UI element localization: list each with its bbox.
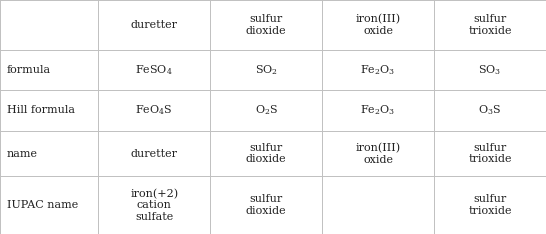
Text: $\mathregular{Fe_2O_3}$: $\mathregular{Fe_2O_3}$ bbox=[360, 104, 396, 117]
Text: $\mathregular{FeSO_4}$: $\mathregular{FeSO_4}$ bbox=[135, 63, 173, 77]
Text: iron(III)
oxide: iron(III) oxide bbox=[355, 143, 401, 165]
Text: $\mathregular{Fe_2O_3}$: $\mathregular{Fe_2O_3}$ bbox=[360, 63, 396, 77]
Text: duretter: duretter bbox=[130, 20, 178, 30]
Text: iron(+2)
cation
sulfate: iron(+2) cation sulfate bbox=[130, 188, 179, 222]
Text: sulfur
dioxide: sulfur dioxide bbox=[246, 194, 287, 216]
Text: sulfur
trioxide: sulfur trioxide bbox=[468, 14, 512, 36]
Text: formula: formula bbox=[7, 65, 51, 75]
Text: sulfur
trioxide: sulfur trioxide bbox=[468, 143, 512, 165]
Text: $\mathregular{O_2S}$: $\mathregular{O_2S}$ bbox=[254, 104, 278, 117]
Text: $\mathregular{SO_3}$: $\mathregular{SO_3}$ bbox=[478, 63, 502, 77]
Text: name: name bbox=[7, 149, 38, 159]
Text: iron(III)
oxide: iron(III) oxide bbox=[355, 14, 401, 36]
Text: sulfur
dioxide: sulfur dioxide bbox=[246, 143, 287, 165]
Text: duretter: duretter bbox=[130, 149, 178, 159]
Text: $\mathregular{FeO_4S}$: $\mathregular{FeO_4S}$ bbox=[135, 104, 173, 117]
Text: $\mathregular{O_3S}$: $\mathregular{O_3S}$ bbox=[478, 104, 502, 117]
Text: sulfur
trioxide: sulfur trioxide bbox=[468, 194, 512, 216]
Text: sulfur
dioxide: sulfur dioxide bbox=[246, 14, 287, 36]
Text: Hill formula: Hill formula bbox=[7, 106, 75, 115]
Text: IUPAC name: IUPAC name bbox=[7, 200, 78, 210]
Text: $\mathregular{SO_2}$: $\mathregular{SO_2}$ bbox=[254, 63, 278, 77]
